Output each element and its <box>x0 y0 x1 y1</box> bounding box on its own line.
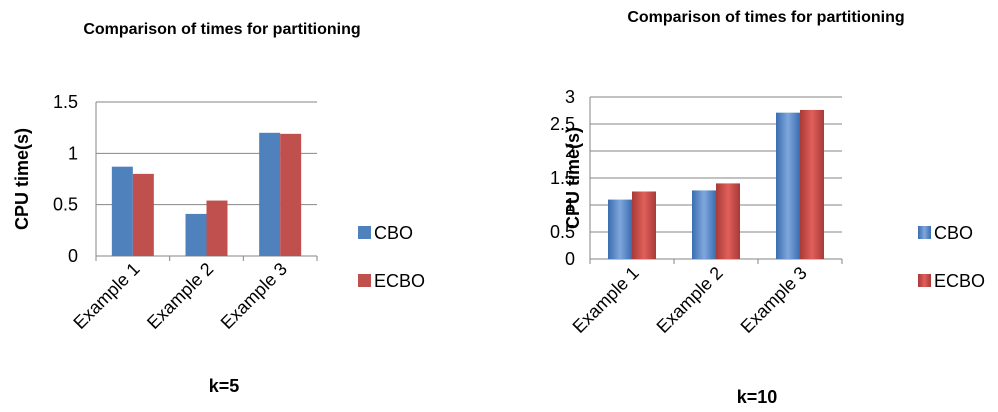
legend-label-cbo: CBO <box>374 223 413 243</box>
legend-swatch-cbo <box>918 226 931 239</box>
bar-ecbo-2 <box>716 183 740 259</box>
y-tick-label: 0.5 <box>550 222 575 242</box>
x-axis-label: k=5 <box>209 376 240 396</box>
y-tick-label: 3 <box>565 87 575 107</box>
legend-label-ecbo: ECBO <box>934 271 985 291</box>
x-category-label: Example 1 <box>569 263 643 337</box>
legend-label-ecbo: ECBO <box>374 271 425 291</box>
legend-swatch-ecbo <box>918 274 931 287</box>
bar-cbo-2 <box>185 213 207 256</box>
y-tick-label: 0.5 <box>53 195 78 215</box>
y-tick-label: 0 <box>68 246 78 266</box>
y-tick-label: 1 <box>565 195 575 215</box>
x-category-label: Example 2 <box>143 259 217 333</box>
x-category-label: Example 1 <box>69 259 143 333</box>
legend-label-cbo: CBO <box>934 223 973 243</box>
x-axis-label: k=10 <box>737 387 778 407</box>
bar-ecbo-3 <box>280 133 302 256</box>
chart-k10: Comparison of times for partitioning CPU … <box>550 9 985 407</box>
y-tick-label: 1 <box>68 143 78 163</box>
bar-ecbo-3 <box>800 109 824 260</box>
chart-k5: Comparison of times for partitioning CPU … <box>12 21 425 396</box>
y-tick-label: 2 <box>565 141 575 161</box>
bar-cbo-3 <box>776 112 800 259</box>
x-category-label: Example 3 <box>217 259 291 333</box>
y-axis-label: CPU time(s) <box>563 127 583 229</box>
chart-title: Comparison of times for partitioning <box>83 21 360 38</box>
x-category-label: Example 3 <box>737 263 811 337</box>
bar-cbo-3 <box>259 132 281 256</box>
bar-cbo-2 <box>692 190 716 259</box>
y-axis-label: CPU time(s) <box>12 128 32 230</box>
bar-ecbo-1 <box>132 173 154 256</box>
bar-ecbo-1 <box>632 191 656 259</box>
legend-swatch-ecbo <box>358 274 371 287</box>
bar-cbo-1 <box>608 199 632 259</box>
y-tick-label: 0 <box>565 249 575 269</box>
bar-cbo-1 <box>111 166 133 256</box>
legend-swatch-cbo <box>358 226 371 239</box>
y-tick-label: 1.5 <box>550 168 575 188</box>
chart-title: Comparison of times for partitioning <box>627 9 904 26</box>
y-tick-label: 1.5 <box>53 92 78 112</box>
x-category-label: Example 2 <box>653 263 727 337</box>
y-tick-label: 2.5 <box>550 114 575 134</box>
bar-ecbo-2 <box>206 200 228 256</box>
